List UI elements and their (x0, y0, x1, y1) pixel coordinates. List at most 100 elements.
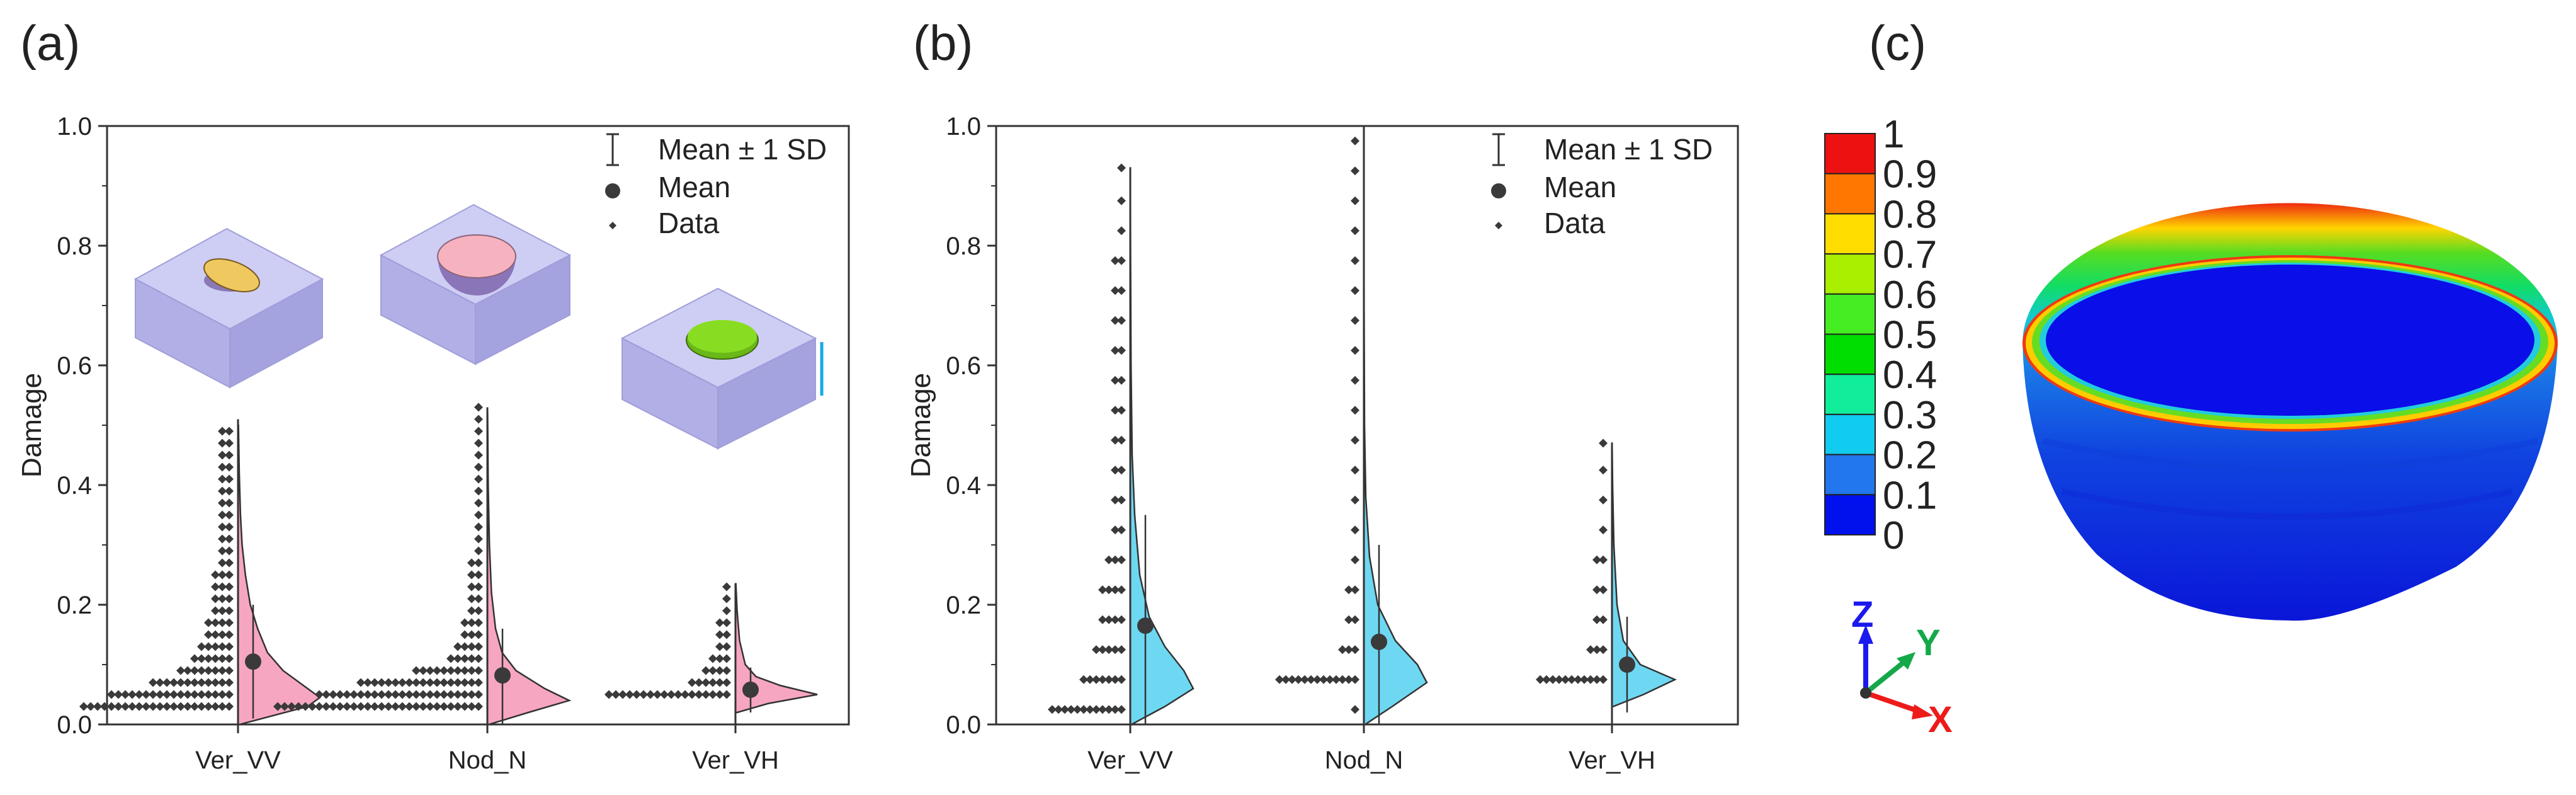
data-point-Nod_N (474, 450, 483, 460)
data-point-Ver_VV (211, 654, 220, 663)
data-point-Ver_VV (114, 702, 123, 711)
chart-b-ytick-label: 0.4 (946, 472, 981, 500)
data-point-Ver_VH (708, 678, 717, 687)
data-point-Nod_N (322, 690, 331, 699)
violin-b-Ver_VH (1536, 438, 1677, 724)
data-point-Ver_VH (646, 690, 655, 699)
data-point-Ver_VV (225, 546, 234, 556)
data-point-Ver_VV (1111, 705, 1120, 714)
data-point-Ver_VH (1555, 675, 1563, 684)
data-point-Ver_VV (1111, 615, 1120, 624)
data-point-Nod_N (426, 702, 434, 711)
data-point-Nod_N (1351, 196, 1359, 205)
violin-b-Ver_VV (1048, 163, 1194, 726)
data-point-Ver_VV (1104, 705, 1113, 714)
data-point-Nod_N (343, 702, 351, 711)
data-point-Ver_VV (93, 702, 102, 711)
legend-b-data-label: Data (1544, 207, 1606, 239)
inset-horizontal-pore-vh (620, 287, 824, 450)
data-point-Nod_N (440, 702, 448, 711)
z-axis-arrowhead (1858, 625, 1873, 644)
colorbar-tick-label: 0.6 (1883, 273, 1937, 317)
data-point-Nod_N (474, 606, 483, 615)
data-point-Nod_N (329, 690, 338, 699)
data-point-Nod_N (356, 690, 365, 699)
data-point-Nod_N (280, 702, 289, 711)
chart-b-plot (1048, 136, 1677, 726)
violin-a-Ver_VH (604, 582, 818, 724)
data-point-Nod_N (384, 678, 393, 687)
data-point-Ver_VV (121, 702, 130, 711)
data-point-Ver_VV (142, 702, 150, 711)
data-point-Ver_VH (708, 666, 717, 675)
data-point-Ver_VV (162, 690, 171, 699)
data-point-Ver_VH (1536, 675, 1545, 684)
hemisphere-damage-contour (2023, 203, 2558, 621)
data-point-Nod_N (460, 678, 469, 687)
data-point-Nod_N (1351, 615, 1359, 624)
data-point-Nod_N (1332, 675, 1341, 684)
colorbar-tick-label: 0.1 (1883, 474, 1937, 517)
chart-a-xtick-label: Ver_VV (195, 746, 281, 774)
chart-a-ytick-label: 0.2 (57, 592, 92, 619)
data-point-Ver_VV (1111, 645, 1120, 655)
data-point-Nod_N (301, 702, 310, 711)
data-point-Ver_VV (1117, 163, 1126, 173)
data-point-Nod_N (474, 403, 483, 412)
data-point-Ver_VV (1117, 286, 1126, 295)
data-point-Nod_N (453, 678, 462, 687)
data-point-Nod_N (377, 678, 386, 687)
data-point-Ver_VV (204, 678, 213, 687)
data-point-Nod_N (453, 702, 462, 711)
inset-vertical-pore-vv (133, 227, 324, 389)
data-point-Nod_N (1351, 466, 1359, 475)
data-point-Ver_VH (1599, 438, 1608, 448)
data-point-Ver_VV (183, 678, 192, 687)
data-point-Ver_VH (639, 690, 648, 699)
data-point-Ver_VV (149, 678, 157, 687)
data-point-Nod_N (384, 702, 393, 711)
data-point-Nod_N (336, 702, 344, 711)
data-point-Nod_N (419, 702, 428, 711)
data-point-Nod_N (433, 702, 441, 711)
data-point-Ver_VV (1111, 406, 1120, 415)
bowl-inner-surface (2046, 265, 2534, 416)
data-point-Ver_VV (1111, 585, 1120, 595)
data-point-Ver_VH (695, 690, 703, 699)
data-point-Ver_VV (225, 618, 234, 627)
data-point-Ver_VV (225, 606, 234, 615)
data-point-Nod_N (1351, 256, 1359, 265)
chart-a-ylabel: Damage (16, 373, 47, 478)
data-point-Nod_N (1338, 675, 1347, 684)
data-point-Nod_N (1351, 645, 1359, 655)
data-point-Ver_VV (100, 702, 109, 711)
chart-b-ytick-label: 0.2 (946, 592, 981, 619)
data-point-Ver_VV (204, 690, 213, 699)
colorbar-band (1824, 133, 1876, 174)
violin-b-Nod_N (1275, 136, 1428, 726)
data-point-Nod_N (1344, 615, 1353, 624)
data-point-Nod_N (460, 690, 469, 699)
data-point-Nod_N (467, 570, 476, 580)
colorbar-band (1824, 374, 1876, 415)
data-point-Nod_N (1300, 675, 1309, 684)
data-point-Nod_N (474, 534, 483, 544)
data-point-Nod_N (446, 702, 455, 711)
data-point-Ver_VV (1117, 555, 1126, 564)
data-point-Ver_VV (1117, 226, 1126, 236)
data-point-Ver_VV (107, 702, 116, 711)
data-point-Ver_VV (225, 534, 234, 544)
y-axis-label: Y (1916, 622, 1941, 663)
data-point-Nod_N (474, 426, 483, 436)
data-point-Ver_VV (1111, 675, 1120, 684)
data-point-Ver_VV (197, 690, 206, 699)
chart-b-xtick-label: Nod_N (1325, 746, 1404, 774)
data-point-Ver_VV (225, 522, 234, 532)
data-point-Ver_VV (1117, 435, 1126, 445)
data-point-Ver_VH (604, 690, 613, 699)
data-point-Nod_N (474, 642, 483, 651)
data-point-Ver_VV (1111, 375, 1120, 385)
data-point-Ver_VV (1111, 495, 1120, 505)
data-point-Ver_VV (1117, 256, 1126, 265)
data-point-Ver_VV (211, 702, 220, 711)
